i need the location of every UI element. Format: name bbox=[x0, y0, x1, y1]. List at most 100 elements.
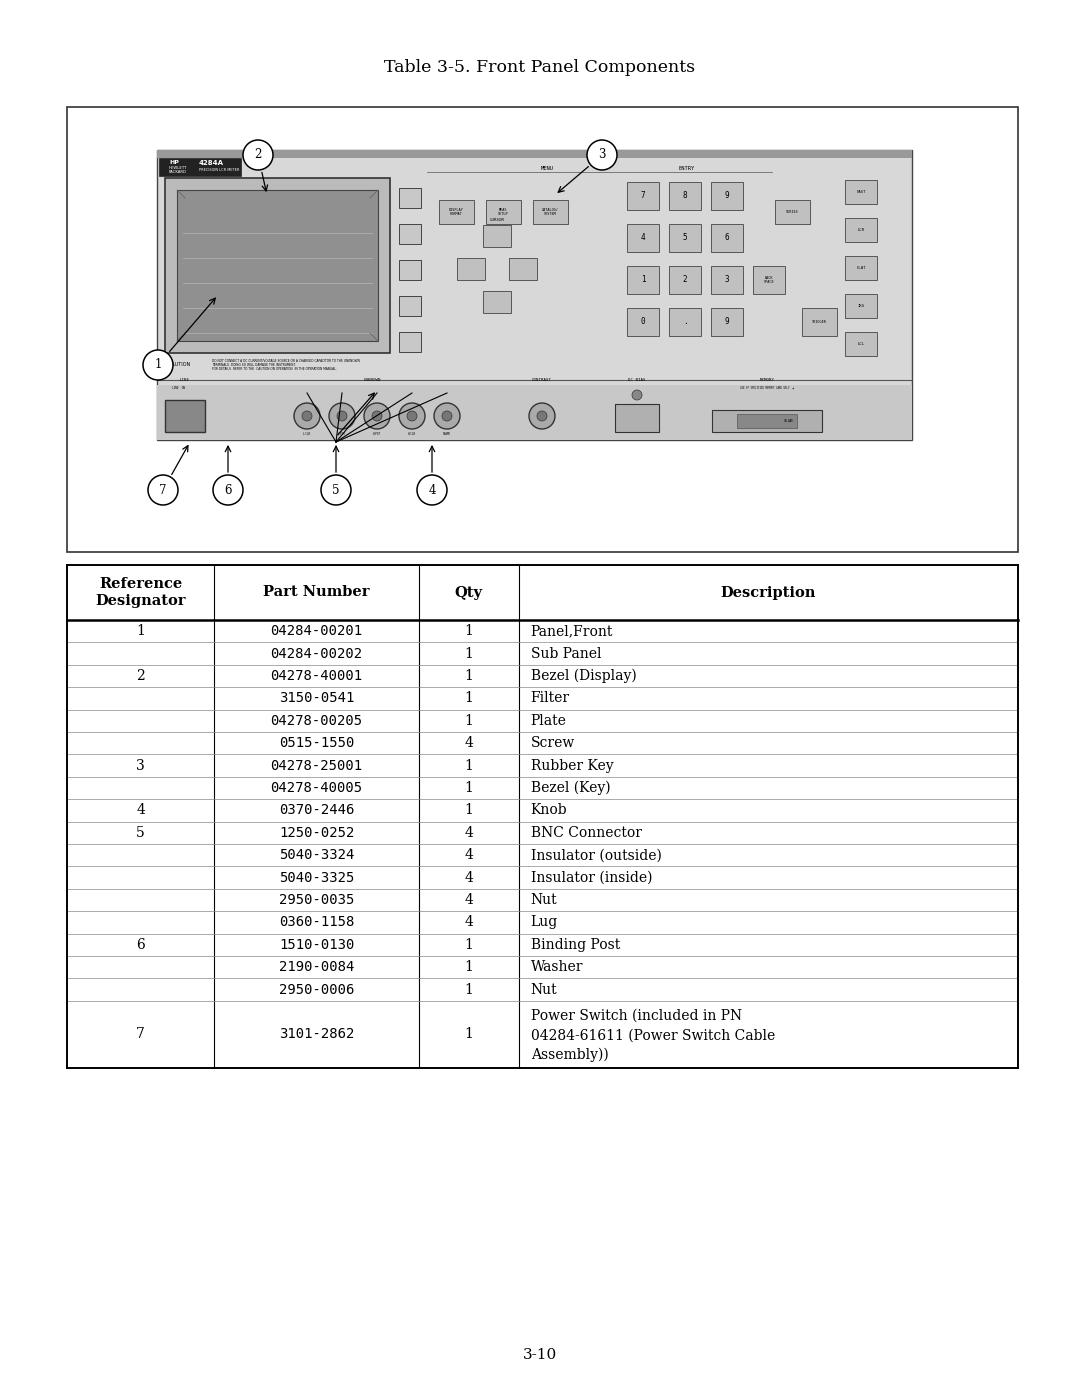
Text: 3101-2862: 3101-2862 bbox=[279, 1027, 354, 1041]
Text: 1: 1 bbox=[464, 781, 473, 795]
Bar bbox=[845, 293, 877, 319]
Bar bbox=[486, 200, 521, 224]
Text: Screw: Screw bbox=[530, 736, 575, 750]
Text: Insulator (inside): Insulator (inside) bbox=[530, 870, 652, 884]
Text: Sub Panel: Sub Panel bbox=[530, 647, 602, 661]
Text: 1: 1 bbox=[464, 669, 473, 683]
Text: CAUTION: CAUTION bbox=[168, 362, 191, 367]
Text: 1250-0252: 1250-0252 bbox=[279, 826, 354, 840]
Text: Washer: Washer bbox=[530, 960, 583, 974]
Bar bbox=[737, 414, 797, 427]
Text: 4: 4 bbox=[464, 736, 473, 750]
Text: 1: 1 bbox=[464, 960, 473, 974]
Circle shape bbox=[372, 411, 382, 420]
Text: DC BIAS: DC BIAS bbox=[629, 379, 646, 381]
Bar bbox=[845, 218, 877, 242]
Text: H.POT: H.POT bbox=[373, 432, 381, 436]
Text: LINE  ON: LINE ON bbox=[172, 386, 185, 390]
Text: FAST: FAST bbox=[856, 190, 866, 194]
Text: 1: 1 bbox=[464, 647, 473, 661]
Text: 4: 4 bbox=[464, 915, 473, 929]
Bar bbox=[711, 265, 743, 293]
Text: 1: 1 bbox=[464, 624, 473, 638]
Circle shape bbox=[632, 390, 642, 400]
Text: 8: 8 bbox=[683, 191, 687, 201]
Circle shape bbox=[434, 402, 460, 429]
Text: 2: 2 bbox=[136, 669, 145, 683]
Bar bbox=[627, 224, 659, 251]
Text: L.POT: L.POT bbox=[338, 432, 346, 436]
Text: MENU: MENU bbox=[540, 165, 554, 170]
Text: Qty: Qty bbox=[455, 585, 483, 599]
Text: 04284-00201: 04284-00201 bbox=[271, 624, 363, 638]
Text: 3: 3 bbox=[598, 148, 606, 162]
Bar bbox=[845, 332, 877, 356]
Text: LCL: LCL bbox=[858, 342, 865, 346]
Bar bbox=[711, 224, 743, 251]
Circle shape bbox=[143, 351, 173, 380]
Text: 7: 7 bbox=[159, 483, 166, 496]
Text: 0515-1550: 0515-1550 bbox=[279, 736, 354, 750]
Text: Assembly)): Assembly)) bbox=[530, 1048, 608, 1062]
Bar bbox=[157, 149, 912, 158]
Circle shape bbox=[148, 475, 178, 504]
Text: H.CUR: H.CUR bbox=[408, 432, 416, 436]
Text: LCR: LCR bbox=[858, 228, 865, 232]
Bar bbox=[802, 307, 837, 337]
Bar bbox=[534, 200, 568, 224]
Text: Bezel (Key): Bezel (Key) bbox=[530, 781, 610, 795]
Text: 1510-0130: 1510-0130 bbox=[279, 937, 354, 951]
Text: 04278-40001: 04278-40001 bbox=[271, 669, 363, 683]
Text: 4: 4 bbox=[464, 870, 473, 884]
Text: Description: Description bbox=[720, 585, 816, 599]
Text: Rubber Key: Rubber Key bbox=[530, 759, 613, 773]
Text: Filter: Filter bbox=[530, 692, 570, 705]
Circle shape bbox=[417, 475, 447, 504]
Text: 1: 1 bbox=[464, 714, 473, 728]
Text: FOR DETAILS  REFER TO THE  CAUTION ON OPERATION  IN THE OPERATION MANUAL.: FOR DETAILS REFER TO THE CAUTION ON OPER… bbox=[212, 367, 337, 372]
Text: 04278-25001: 04278-25001 bbox=[271, 759, 363, 773]
Text: 4: 4 bbox=[640, 233, 646, 243]
Text: 1: 1 bbox=[464, 1027, 473, 1041]
Text: PRECISION LCR METER: PRECISION LCR METER bbox=[199, 168, 240, 172]
Text: UNKNOWN: UNKNOWN bbox=[363, 379, 381, 381]
Circle shape bbox=[243, 140, 273, 170]
Circle shape bbox=[294, 402, 320, 429]
Text: LINE: LINE bbox=[180, 379, 190, 381]
Bar bbox=[483, 225, 511, 247]
Text: USE HP SPECIFIED MEMORY CARD ONLY  ▲: USE HP SPECIFIED MEMORY CARD ONLY ▲ bbox=[740, 386, 794, 390]
Text: 0360-1158: 0360-1158 bbox=[279, 915, 354, 929]
Text: HP: HP bbox=[168, 161, 179, 165]
Circle shape bbox=[321, 475, 351, 504]
Text: FLAT: FLAT bbox=[856, 265, 866, 270]
Text: IKG: IKG bbox=[858, 305, 865, 307]
Bar bbox=[627, 265, 659, 293]
Circle shape bbox=[407, 411, 417, 420]
Text: 4: 4 bbox=[464, 893, 473, 907]
Text: Part Number: Part Number bbox=[264, 585, 369, 599]
Bar bbox=[627, 307, 659, 337]
Text: 3150-0541: 3150-0541 bbox=[279, 692, 354, 705]
Circle shape bbox=[337, 411, 347, 420]
Text: CATALOG/
SYSTEM: CATALOG/ SYSTEM bbox=[541, 208, 558, 217]
Text: 5: 5 bbox=[333, 483, 340, 496]
Bar bbox=[669, 224, 701, 251]
Text: Insulator (outside): Insulator (outside) bbox=[530, 848, 662, 862]
Text: Bezel (Display): Bezel (Display) bbox=[530, 669, 636, 683]
Bar bbox=[509, 258, 537, 279]
Bar bbox=[845, 180, 877, 204]
Text: 5040-3324: 5040-3324 bbox=[279, 848, 354, 862]
Text: 1: 1 bbox=[136, 624, 145, 638]
Text: Lug: Lug bbox=[530, 915, 558, 929]
Bar bbox=[457, 258, 485, 279]
Text: 6: 6 bbox=[225, 483, 232, 496]
Text: 4: 4 bbox=[464, 826, 473, 840]
Bar bbox=[627, 182, 659, 210]
Text: 9: 9 bbox=[725, 191, 729, 201]
Bar bbox=[712, 409, 822, 432]
Text: 3-10: 3-10 bbox=[523, 1348, 557, 1362]
Text: ENTRY: ENTRY bbox=[679, 165, 696, 170]
Text: Plate: Plate bbox=[530, 714, 567, 728]
Text: 2190-0084: 2190-0084 bbox=[279, 960, 354, 974]
Text: Reference
Designator: Reference Designator bbox=[95, 577, 186, 608]
